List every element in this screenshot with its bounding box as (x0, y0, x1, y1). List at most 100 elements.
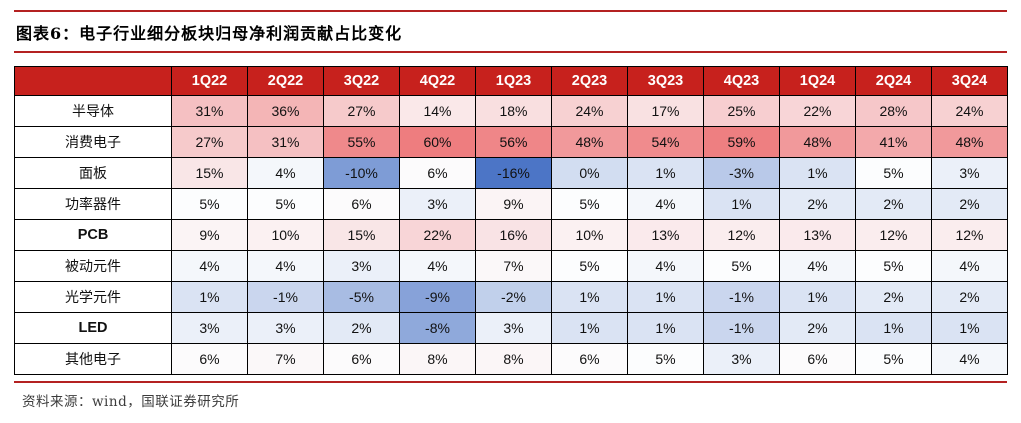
heatmap-cell: 54% (627, 126, 704, 158)
row-label: 光学元件 (14, 281, 172, 313)
heatmap-cell: -5% (323, 281, 400, 313)
heatmap-cell: 48% (931, 126, 1008, 158)
heatmap-cell: 24% (551, 95, 628, 127)
row-label: 被动元件 (14, 250, 172, 282)
column-header: 3Q24 (931, 66, 1008, 96)
heatmap-cell: 31% (171, 95, 248, 127)
heatmap-cell: 6% (323, 343, 400, 375)
heatmap-cell: 9% (171, 219, 248, 251)
column-header: 2Q24 (855, 66, 932, 96)
heatmap-cell: 6% (171, 343, 248, 375)
heatmap-cell: -8% (399, 312, 476, 344)
heatmap-cell: 3% (323, 250, 400, 282)
heatmap-cell: 5% (171, 188, 248, 220)
heatmap-cell: 4% (247, 250, 324, 282)
heatmap-cell: 12% (855, 219, 932, 251)
heatmap-cell: 24% (931, 95, 1008, 127)
heatmap-cell: 17% (627, 95, 704, 127)
heatmap-cell: 25% (703, 95, 780, 127)
heatmap-cell: 10% (551, 219, 628, 251)
heatmap-cell: 2% (931, 188, 1008, 220)
heatmap-cell: 22% (779, 95, 856, 127)
row-label: 功率器件 (14, 188, 172, 220)
table-row: 被动元件 4% 4% 3% 4% 7% 5% 4% 5% 4% 5% 4% (14, 250, 1008, 282)
heatmap-cell: 1% (627, 281, 704, 313)
heatmap-cell: 1% (931, 312, 1008, 344)
top-divider (14, 10, 1007, 12)
heatmap-cell: 9% (475, 188, 552, 220)
heatmap-cell: 22% (399, 219, 476, 251)
heatmap-cell: 1% (779, 157, 856, 189)
heatmap-cell: 4% (627, 250, 704, 282)
heatmap-cell: 13% (627, 219, 704, 251)
heatmap-cell: -16% (475, 157, 552, 189)
title-divider (14, 51, 1007, 53)
column-header: 1Q24 (779, 66, 856, 96)
heatmap-cell: 3% (399, 188, 476, 220)
heatmap-cell: 1% (171, 281, 248, 313)
heatmap-cell: 10% (247, 219, 324, 251)
heatmap-cell: 15% (171, 157, 248, 189)
heatmap-cell: 0% (551, 157, 628, 189)
report-figure: 图表6：电子行业细分板块归母净利润贡献占比变化 1Q22 2Q22 3Q22 4Q22… (14, 0, 1008, 410)
heatmap-cell: 5% (247, 188, 324, 220)
heatmap-cell: 6% (323, 188, 400, 220)
heatmap-cell: 48% (779, 126, 856, 158)
table-row: 光学元件 1% -1% -5% -9% -2% 1% 1% -1% 1% 2% 2% (14, 281, 1008, 313)
heatmap-cell: 2% (855, 281, 932, 313)
heatmap-cell: 4% (931, 250, 1008, 282)
heatmap-cell: -1% (247, 281, 324, 313)
table-row: 功率器件 5% 5% 6% 3% 9% 5% 4% 1% 2% 2% 2% (14, 188, 1008, 220)
column-header: 4Q23 (703, 66, 780, 96)
heatmap-cell: 8% (475, 343, 552, 375)
heatmap-cell: 8% (399, 343, 476, 375)
heatmap-cell: 5% (551, 250, 628, 282)
heatmap-cell: 31% (247, 126, 324, 158)
heatmap-cell: 3% (475, 312, 552, 344)
heatmap-cell: 2% (323, 312, 400, 344)
table-body: 半导体 31% 36% 27% 14% 18% 24% 17% 25% 22% 28% 24% 消费电子… (14, 95, 1008, 375)
heatmap-table: 1Q22 2Q22 3Q22 4Q22 1Q23 2Q23 3Q23 4Q23 1Q24 2Q24… (14, 66, 1008, 375)
header-row: 1Q22 2Q22 3Q22 4Q22 1Q23 2Q23 3Q23 4Q23 1Q24 2Q24… (14, 66, 1008, 96)
heatmap-cell: 2% (931, 281, 1008, 313)
heatmap-cell: -1% (703, 312, 780, 344)
heatmap-cell: 2% (779, 312, 856, 344)
heatmap-cell: 15% (323, 219, 400, 251)
heatmap-cell: 3% (171, 312, 248, 344)
row-label: LED (14, 312, 172, 344)
column-header: 3Q23 (627, 66, 704, 96)
heatmap-cell: 55% (323, 126, 400, 158)
heatmap-cell: 7% (475, 250, 552, 282)
heatmap-cell: 4% (931, 343, 1008, 375)
heatmap-cell: 14% (399, 95, 476, 127)
heatmap-cell: 1% (551, 281, 628, 313)
heatmap-cell: 16% (475, 219, 552, 251)
heatmap-cell: -3% (703, 157, 780, 189)
heatmap-cell: 6% (399, 157, 476, 189)
table-row: 面板 15% 4% -10% 6% -16% 0% 1% -3% 1% 5% 3% (14, 157, 1008, 189)
heatmap-cell: 36% (247, 95, 324, 127)
heatmap-cell: 28% (855, 95, 932, 127)
heatmap-cell: 56% (475, 126, 552, 158)
heatmap-cell: 4% (779, 250, 856, 282)
heatmap-cell: -10% (323, 157, 400, 189)
heatmap-cell: 5% (627, 343, 704, 375)
row-label: 半导体 (14, 95, 172, 127)
source-note: 资料来源：wind，国联证券研究所 (22, 394, 240, 410)
heatmap-cell: 2% (855, 188, 932, 220)
heatmap-cell: 18% (475, 95, 552, 127)
heatmap-cell: 1% (627, 157, 704, 189)
heatmap-cell: 1% (855, 312, 932, 344)
heatmap-cell: 41% (855, 126, 932, 158)
heatmap-cell: 4% (171, 250, 248, 282)
heatmap-cell: 5% (703, 250, 780, 282)
heatmap-cell: 5% (855, 343, 932, 375)
heatmap-cell: 5% (855, 157, 932, 189)
table-row: 其他电子 6% 7% 6% 8% 8% 6% 5% 3% 6% 5% 4% (14, 343, 1008, 375)
heatmap-cell: 4% (247, 157, 324, 189)
heatmap-cell: 12% (931, 219, 1008, 251)
heatmap-cell: 1% (703, 188, 780, 220)
heatmap-cell: -9% (399, 281, 476, 313)
table-row: 半导体 31% 36% 27% 14% 18% 24% 17% 25% 22% 28% 24% (14, 95, 1008, 127)
heatmap-cell: 48% (551, 126, 628, 158)
